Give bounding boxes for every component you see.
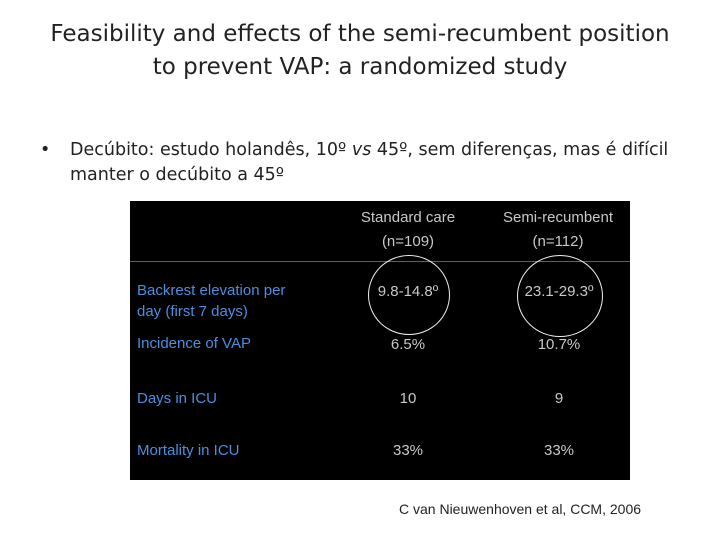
column-header-semi-recumbent: Semi-recumbent (n=112) <box>493 207 623 253</box>
row-label-line: Backrest elevation per <box>137 282 286 299</box>
cell-mortality-semi: 33% <box>543 442 575 459</box>
column-header-standard-care: Standard care (n=109) <box>348 207 468 253</box>
row-label-line: day (first 7 days) <box>137 303 248 320</box>
results-table-image: Standard care (n=109) Semi-recumbent (n=… <box>130 201 630 480</box>
column-header-name: Semi-recumbent <box>502 209 614 226</box>
cell-vap-standard: 6.5% <box>390 336 426 353</box>
column-header-name: Standard care <box>360 209 456 226</box>
bullet-text-suffix: 45º, sem diferenças, mas é difícil mante… <box>70 140 669 185</box>
cell-icu-days-standard: 10 <box>399 390 417 407</box>
column-header-n: (n=109) <box>381 233 435 250</box>
header-divider <box>130 261 630 262</box>
bullet-text-vs: vs <box>351 140 372 160</box>
cell-icu-days-semi: 9 <box>554 390 564 407</box>
bullet-text: Decúbito: estudo holandês, 10º vs 45º, s… <box>70 138 700 188</box>
citation: C van Nieuwenhoven et al, CCM, 2006 <box>399 501 642 517</box>
slide-title: Feasibility and effects of the semi-recu… <box>0 18 720 84</box>
cell-mortality-standard: 33% <box>392 442 424 459</box>
bullet-point: • Decúbito: estudo holandês, 10º vs 45º,… <box>40 138 700 188</box>
column-header-n: (n=112) <box>532 233 584 250</box>
row-label-vap: Incidence of VAP <box>137 335 251 352</box>
slide-title-line-1: Feasibility and effects of the semi-recu… <box>50 21 670 47</box>
bullet-text-prefix: Decúbito: estudo holandês, 10º <box>70 140 352 160</box>
row-label-mortality: Mortality in ICU <box>137 442 240 459</box>
cell-vap-semi: 10.7% <box>537 336 581 353</box>
highlight-circle <box>517 255 603 337</box>
highlight-circle <box>368 255 450 335</box>
slide-title-line-2: to prevent VAP: a randomized study <box>152 54 568 80</box>
row-label-icu-days: Days in ICU <box>137 390 218 407</box>
bullet-marker: • <box>40 140 51 160</box>
row-label-backrest: Backrest elevation per day (first 7 days… <box>137 280 285 322</box>
